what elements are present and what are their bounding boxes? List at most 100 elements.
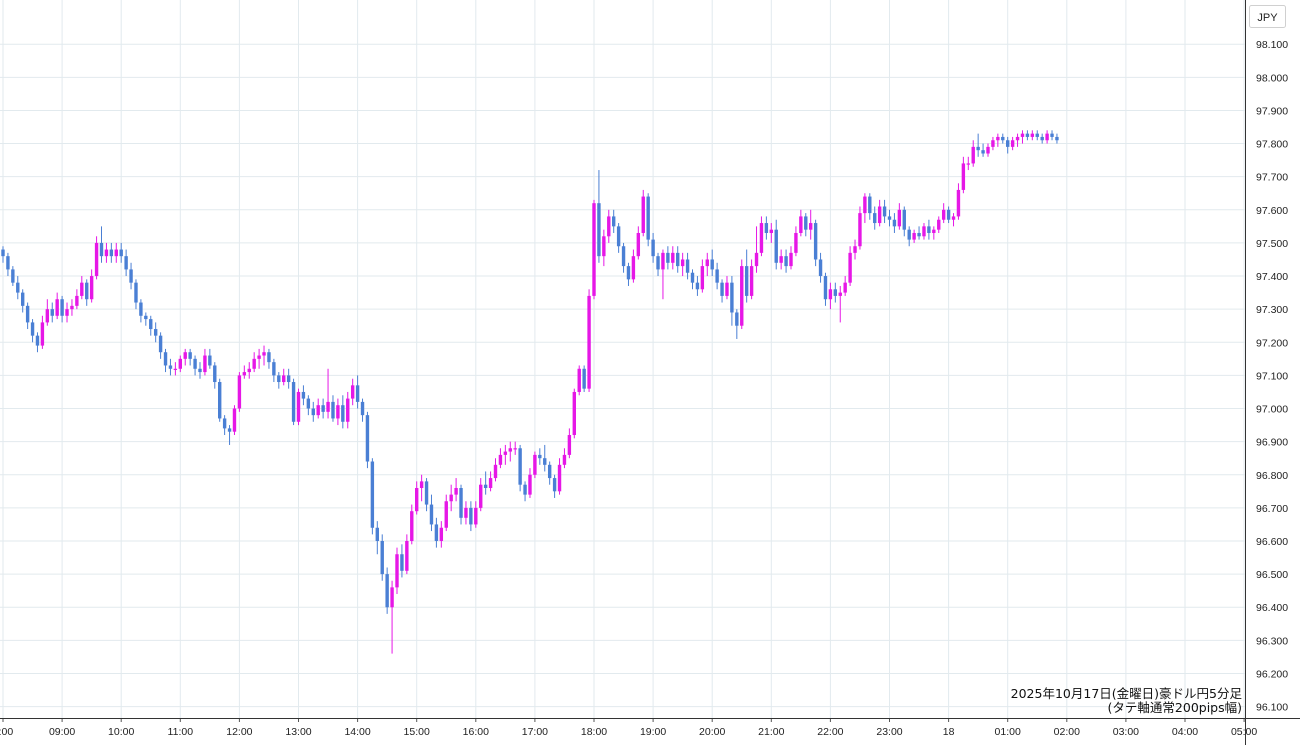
candle (89, 269, 94, 303)
candle (986, 143, 990, 157)
candle (321, 398, 325, 419)
x-tick-label: 03:00 (1113, 726, 1139, 738)
candle-body (331, 401, 335, 419)
candle-body (11, 269, 15, 283)
candle-body (809, 223, 813, 230)
candle-body (350, 385, 355, 399)
candle (1020, 130, 1025, 144)
candle (336, 398, 340, 426)
candle (917, 226, 921, 240)
candle (991, 136, 995, 151)
candle-body (612, 216, 616, 227)
candle (1015, 133, 1020, 147)
candle (419, 474, 424, 502)
candle-body (434, 524, 439, 541)
candle-body (616, 226, 621, 247)
candle (173, 362, 178, 376)
x-tick-label: 04:00 (1172, 726, 1198, 738)
candle-body (848, 252, 852, 283)
y-tick-label: 97.600 (1256, 205, 1288, 217)
candle-body (631, 256, 636, 280)
candle-body (641, 196, 645, 233)
candle (301, 385, 306, 406)
candle (695, 276, 700, 296)
candle-body (30, 322, 35, 336)
candle-body (1010, 140, 1015, 147)
candle (341, 395, 345, 429)
candle-body (725, 282, 729, 296)
candle (744, 249, 749, 303)
candle (1006, 136, 1010, 154)
candle (937, 216, 941, 233)
candle-body (774, 229, 778, 263)
candle (1010, 136, 1015, 151)
candle (799, 209, 803, 237)
candle-body (198, 368, 202, 373)
candle (597, 170, 601, 263)
candle-body (405, 541, 409, 571)
candle-body (306, 398, 311, 409)
candle (469, 501, 473, 532)
candle-body (459, 488, 463, 518)
y-tick-label: 97.100 (1256, 370, 1288, 382)
candle (602, 229, 606, 267)
candle-body (144, 315, 148, 320)
candle (897, 203, 902, 230)
candle (247, 362, 251, 379)
candle (75, 289, 79, 310)
candle (552, 474, 557, 498)
candle (493, 458, 498, 482)
candle (700, 259, 705, 293)
candle-body (55, 299, 59, 316)
candle-body (996, 136, 1000, 141)
candle-body (257, 355, 261, 359)
candle-body (286, 375, 291, 383)
candle-body (149, 319, 153, 330)
candle (961, 156, 966, 194)
candle (868, 193, 872, 220)
candle (395, 547, 399, 594)
candle-body (163, 352, 168, 366)
candle (1035, 130, 1039, 141)
grid-lines (0, 0, 1245, 718)
candle (651, 232, 655, 263)
candle (94, 236, 99, 280)
candle-body (759, 223, 764, 253)
candle-body (562, 454, 567, 465)
candle-body (385, 574, 389, 608)
chart-subtitle: (タテ軸通常200pips幅) (1107, 700, 1242, 715)
candle (685, 252, 690, 280)
candle-body (538, 454, 542, 459)
candle-body (75, 295, 79, 306)
y-tick-label: 96.300 (1256, 635, 1288, 647)
candle (188, 348, 192, 366)
candle-body (513, 448, 517, 450)
y-tick-label: 96.800 (1256, 470, 1288, 482)
candle-body (153, 329, 158, 336)
candle-body (587, 295, 591, 389)
x-tick-label: 21:00 (758, 726, 784, 738)
candle (488, 471, 493, 492)
candle-body (355, 385, 360, 402)
candle-body (498, 454, 503, 465)
x-tick-label: 14:00 (344, 726, 370, 738)
candle (690, 269, 695, 290)
candle (262, 345, 266, 366)
candle-body (65, 309, 69, 316)
candle-body (1050, 133, 1054, 137)
candle (533, 451, 537, 479)
y-tick-label: 98.100 (1256, 39, 1288, 51)
candle-body (685, 259, 690, 273)
candle (631, 249, 636, 283)
candle-body (85, 282, 89, 300)
candle-body (651, 239, 655, 257)
candle (912, 229, 916, 243)
candle-body (35, 335, 40, 346)
currency-box (1249, 5, 1286, 28)
candle-body (370, 461, 375, 528)
candle-body (277, 375, 281, 383)
candle (6, 252, 10, 277)
candle (725, 276, 729, 300)
x-tick-label: 02:00 (1054, 726, 1080, 738)
